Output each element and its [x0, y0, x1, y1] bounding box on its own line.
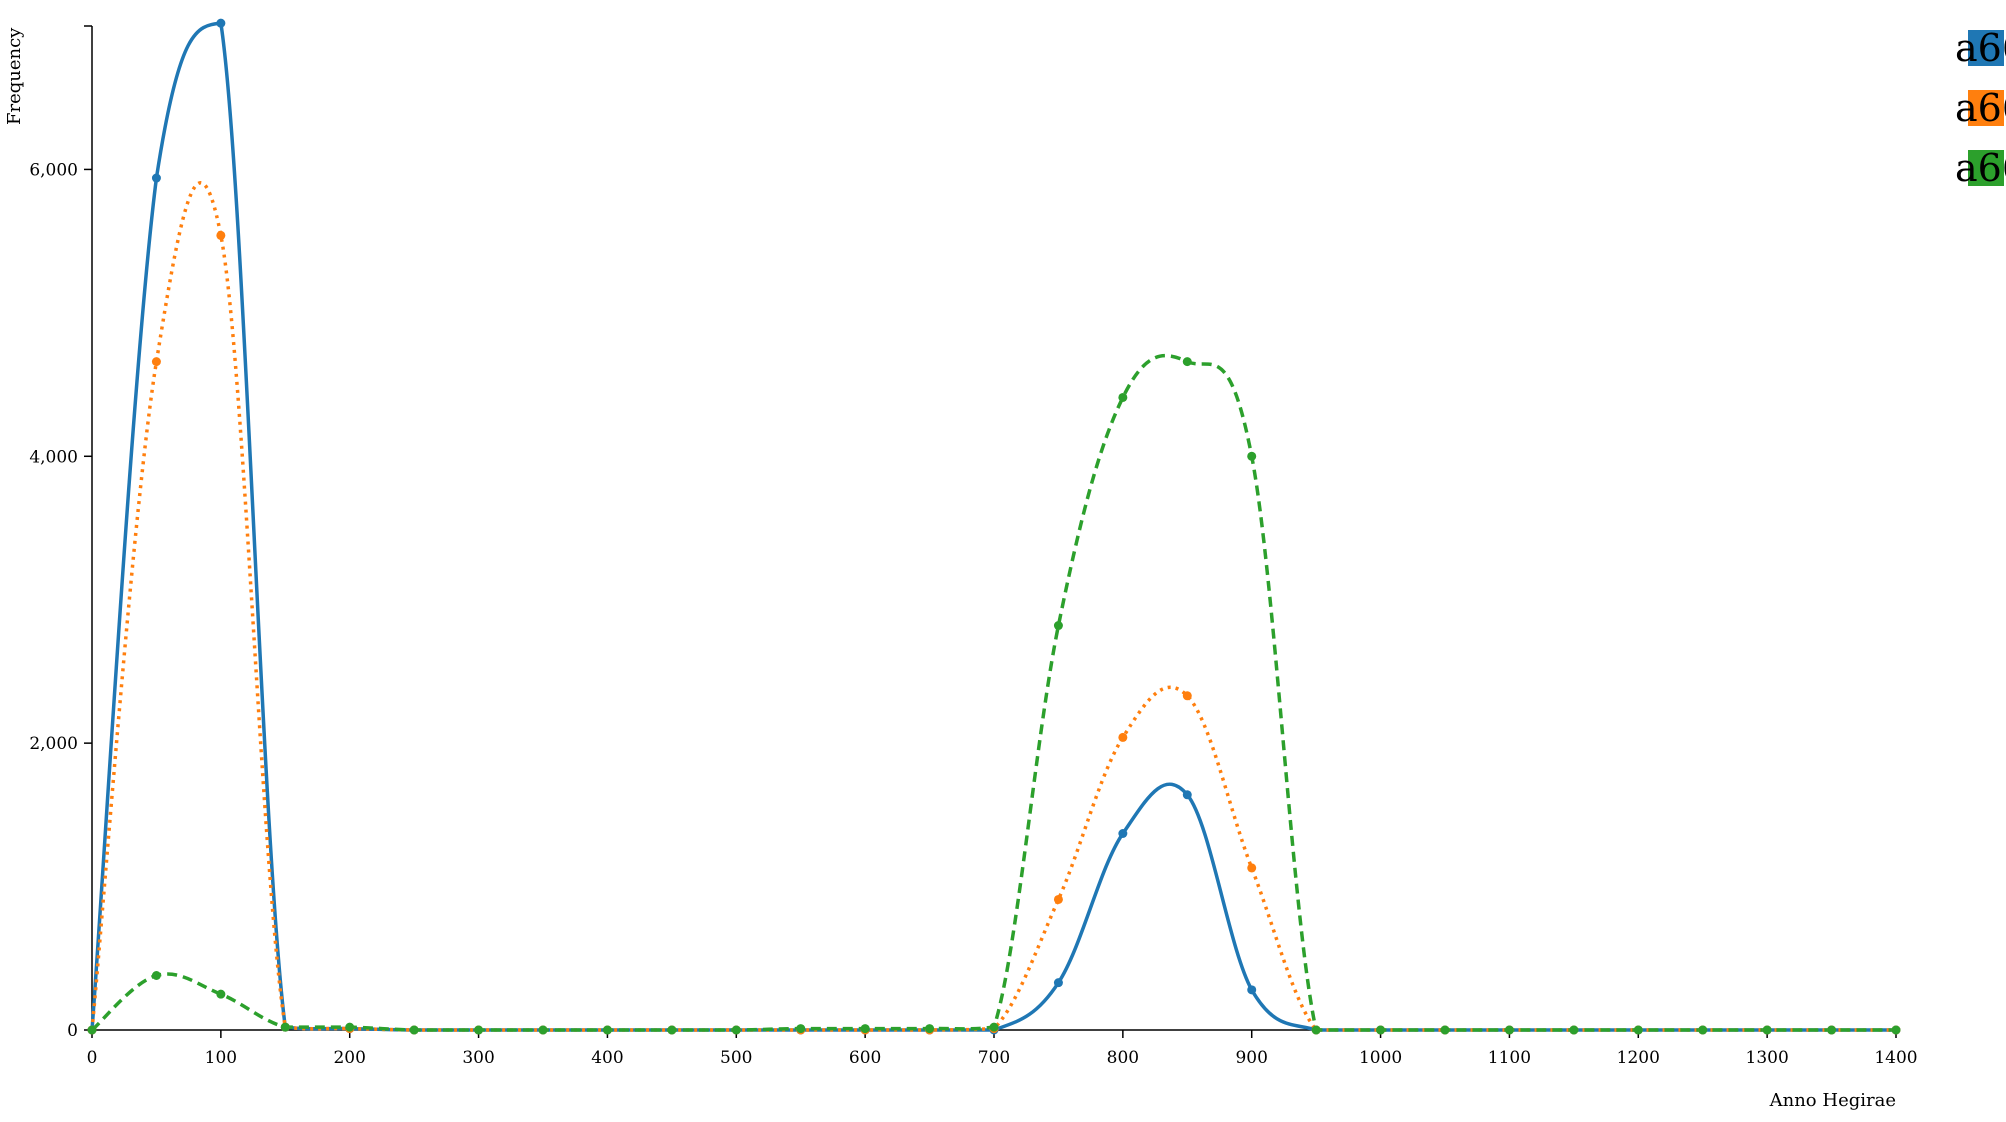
data-point [1053, 894, 1063, 904]
y-axis-label: Frequency [4, 27, 25, 125]
data-point [87, 1025, 97, 1035]
series-line [90, 181, 1896, 1032]
data-point [1053, 978, 1063, 988]
data-point [216, 18, 226, 28]
legend-label: الضوء اللامع لأهل القرن التاسع a6675 B [1955, 84, 2006, 131]
data-point [1504, 1025, 1514, 1035]
x-tick-label: 0 [87, 1048, 98, 1068]
data-point [1440, 1025, 1450, 1035]
data-point [1376, 1025, 1386, 1035]
series-points [87, 18, 1901, 1035]
series-line [90, 353, 1896, 1032]
data-point [151, 970, 161, 980]
legend: الضوء اللامع لأهل القرن التاسع a6675 A ال… [1955, 24, 2006, 191]
x-tick-label: 1000 [1359, 1048, 1402, 1068]
x-tick-label: 1400 [1874, 1048, 1917, 1068]
data-point [1698, 1025, 1708, 1035]
x-tick-label: 100 [205, 1048, 237, 1068]
legend-label: الضوء اللامع لأهل القرن التاسع a6675 A [1955, 24, 2006, 71]
x-tick-label: 800 [1107, 1048, 1139, 1068]
series-lines [90, 21, 1896, 1032]
data-point [860, 1024, 870, 1034]
data-point [1247, 985, 1257, 995]
data-point [1247, 451, 1257, 461]
data-point [345, 1022, 355, 1032]
data-point [989, 1022, 999, 1032]
data-point [151, 173, 161, 183]
data-point [1118, 829, 1128, 839]
series-line [90, 21, 1896, 1032]
data-point [667, 1025, 677, 1035]
x-tick-label: 700 [978, 1048, 1010, 1068]
x-tick-label: 500 [720, 1048, 752, 1068]
x-tick-label: 400 [591, 1048, 623, 1068]
data-point [1182, 357, 1192, 367]
y-tick-label: 4,000 [29, 447, 78, 467]
x-ticks: 0 100 200 300 400 500 600 700 800 900 1000 1100 1200… [87, 1030, 1918, 1068]
x-tick-label: 1100 [1488, 1048, 1531, 1068]
legend-label: الضوء اللامع لأهل القرن التاسع a6675 C [1955, 144, 2006, 191]
data-point [1182, 790, 1192, 800]
y-tick-label: 6,000 [29, 160, 78, 180]
data-point [216, 989, 226, 999]
x-tick-label: 1200 [1617, 1048, 1660, 1068]
legend-swatch [1968, 30, 2004, 66]
y-tick-label: 0 [67, 1021, 78, 1041]
data-point [925, 1024, 935, 1034]
data-point [1118, 392, 1128, 402]
data-point [1053, 621, 1063, 631]
data-point [1311, 1025, 1321, 1035]
data-point [1118, 732, 1128, 742]
data-point [796, 1024, 806, 1034]
data-point [409, 1025, 419, 1035]
data-point [1569, 1025, 1579, 1035]
data-point [1827, 1025, 1837, 1035]
data-point [1182, 691, 1192, 701]
y-ticks: 0 2,000 4,000 6,000 [29, 160, 92, 1041]
data-point [538, 1025, 548, 1035]
x-tick-label: 200 [333, 1048, 365, 1068]
x-tick-label: 300 [462, 1048, 494, 1068]
data-point [151, 357, 161, 367]
legend-swatch [1968, 150, 2004, 186]
x-axis-label: Anno Hegirae [1769, 1090, 1896, 1111]
data-point [731, 1025, 741, 1035]
x-tick-label: 1300 [1746, 1048, 1789, 1068]
x-tick-label: 900 [1235, 1048, 1267, 1068]
data-point [280, 1022, 290, 1032]
data-point [1633, 1025, 1643, 1035]
axes [84, 25, 1896, 1031]
data-point [474, 1025, 484, 1035]
data-point [1891, 1025, 1901, 1035]
data-point [1762, 1025, 1772, 1035]
data-point [216, 230, 226, 240]
data-point [1247, 863, 1257, 873]
x-tick-label: 600 [849, 1048, 881, 1068]
legend-swatch [1968, 90, 2004, 126]
data-point [602, 1025, 612, 1035]
y-tick-label: 2,000 [29, 734, 78, 754]
